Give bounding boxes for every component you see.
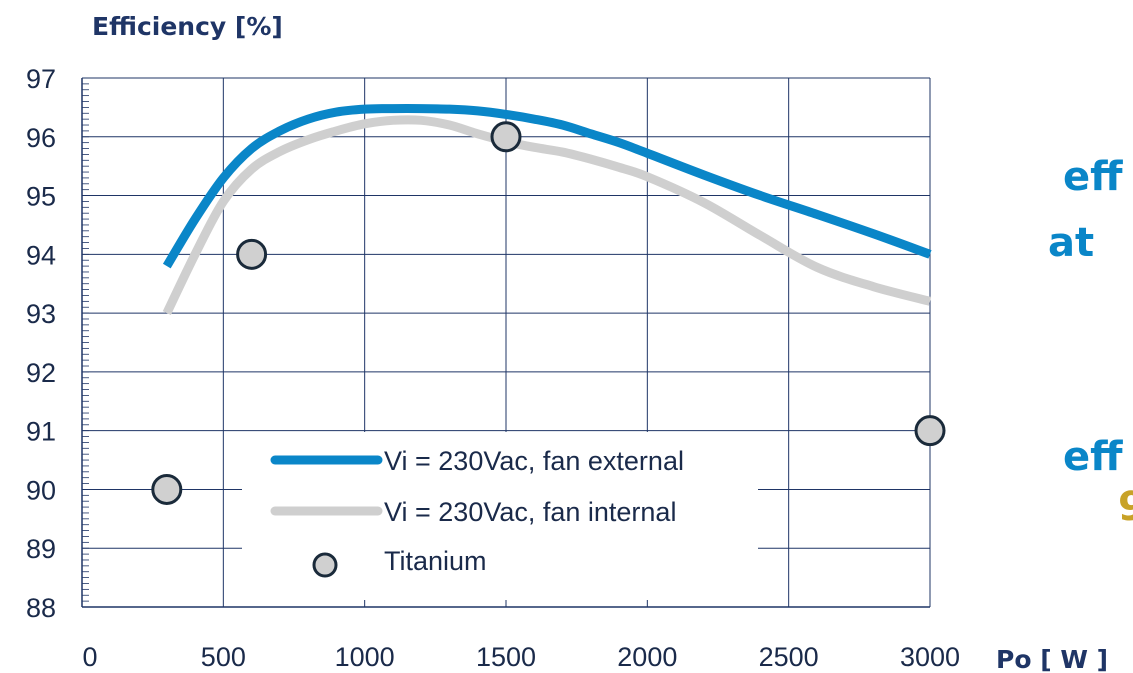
legend-marker-titanium <box>312 552 338 578</box>
side-text-line-4: 9 <box>1118 484 1133 530</box>
side-text-line-1: eff <box>1063 154 1123 200</box>
x-tick-label-1500: 1500 <box>476 642 536 672</box>
x-tick-label-2500: 2500 <box>759 642 819 672</box>
axes <box>81 78 930 608</box>
x-axis-label: Po [ W ] <box>996 645 1108 673</box>
titanium-point <box>914 415 946 447</box>
y-tick-label-97: 97 <box>26 64 56 94</box>
side-text-line-3: eff <box>1063 434 1123 480</box>
y-tick-label-95: 95 <box>26 182 56 212</box>
titanium-point <box>151 473 183 505</box>
x-tick-label-0: 0 <box>82 642 97 672</box>
legend-label-fan-external: Vi = 230Vac, fan external <box>384 446 684 476</box>
y-tick-label-91: 91 <box>26 417 56 447</box>
y-tick-label-92: 92 <box>26 358 56 388</box>
series-line-fan-external <box>162 103 932 269</box>
y-tick-label-96: 96 <box>26 123 56 153</box>
titanium-points <box>151 121 946 505</box>
series-line-fan-internal <box>162 115 932 316</box>
y-minor-ticks <box>82 77 89 608</box>
legend: Vi = 230Vac, fan external Vi = 230Vac, f… <box>242 432 758 600</box>
y-tick-label-90: 90 <box>26 475 56 505</box>
x-tick-label-500: 500 <box>201 642 246 672</box>
x-tick-label-3000: 3000 <box>900 642 960 672</box>
series-layer <box>162 103 932 316</box>
y-axis-label: Efficiency [%] <box>92 12 283 41</box>
x-tick-labels: 0 500 1000 1500 2000 2500 3000 <box>82 642 960 672</box>
y-tick-label-88: 88 <box>26 593 56 623</box>
y-tick-label-89: 89 <box>26 534 56 564</box>
y-tick-label-94: 94 <box>26 240 56 270</box>
titanium-point <box>236 238 268 270</box>
y-tick-labels: 88 89 90 91 92 93 94 95 96 97 <box>26 64 56 623</box>
titanium-point <box>490 121 522 153</box>
legend-label-fan-internal: Vi = 230Vac, fan internal <box>384 497 676 527</box>
side-text-line-2: at <box>1048 220 1094 266</box>
x-tick-label-1000: 1000 <box>335 642 395 672</box>
y-tick-label-93: 93 <box>26 299 56 329</box>
legend-label-titanium: Titanium <box>384 546 487 576</box>
x-tick-label-2000: 2000 <box>617 642 677 672</box>
